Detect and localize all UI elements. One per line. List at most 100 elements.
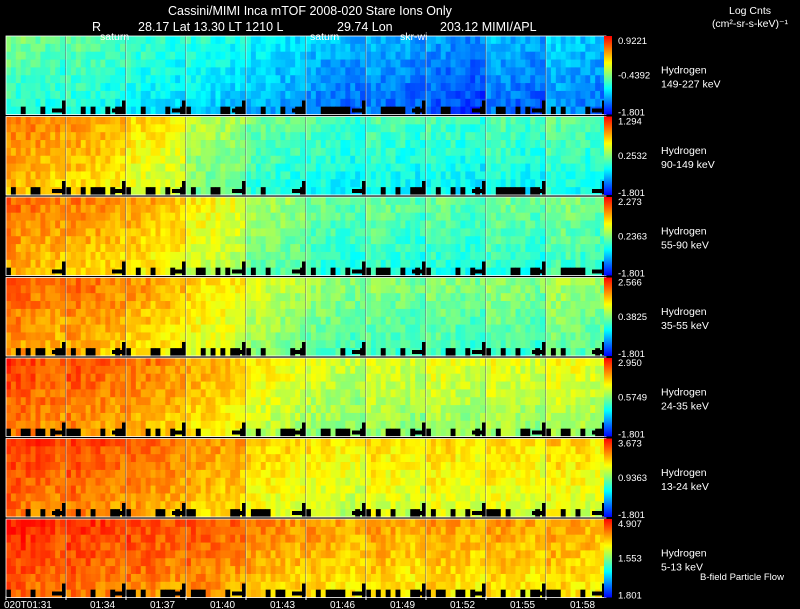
inca-image-1-7: [366, 36, 426, 115]
mask-cross: [472, 342, 496, 358]
inca-image-5-5: [246, 358, 306, 437]
panel-2: 1.294 0.2532 -1.801 Hydrogen 90-149 keV: [5, 116, 715, 199]
inca-image-4-7: [366, 277, 426, 357]
mask-cross: [52, 261, 76, 278]
inca-image-1-8: [426, 36, 486, 115]
mask-cross: [412, 261, 436, 278]
inca-image-4-8: [426, 277, 486, 357]
mask-cross: [472, 261, 496, 278]
mask-cross: [232, 583, 256, 600]
mask-cross: [412, 422, 436, 439]
colorbar-mid-label: 0.5749: [618, 392, 647, 403]
mask-cross: [532, 261, 556, 278]
colorbar-mid-label: 0.3825: [618, 312, 647, 323]
panel-6: 3.673 0.9363 -1.801 Hydrogen 13-24 keV: [5, 438, 709, 521]
colorbar: [604, 116, 612, 195]
mask-cross: [292, 261, 316, 278]
mask-cross: [352, 181, 376, 197]
species-label: Hydrogen: [661, 145, 707, 157]
inca-image-2-7: [366, 116, 426, 196]
inca-image-6-7: [366, 438, 426, 518]
inca-image-5-6: [306, 358, 366, 437]
species-label: Hydrogen: [661, 386, 707, 398]
mask-cross: [172, 422, 196, 439]
mask-cross: [112, 261, 136, 278]
inca-image-2-4: [186, 116, 246, 196]
inca-image-1-3: [126, 36, 186, 115]
inca-image-2-3: [126, 116, 186, 196]
colorbar-max-label: 3.673: [618, 439, 642, 450]
x-tick-label: 01:55: [510, 600, 535, 609]
inca-image-5-9: [486, 358, 546, 437]
target-marker-skr-wi: skr-wi: [400, 31, 427, 43]
energy-range-label: 5-13 keV: [661, 561, 703, 573]
inca-image-6-3: [126, 438, 186, 518]
mask-cross: [292, 181, 316, 197]
x-tick-label: 01:58: [570, 600, 595, 609]
r-label: R: [92, 20, 101, 34]
inca-image-6-2: [66, 438, 126, 518]
inca-image-5-8: [426, 358, 486, 437]
inca-image-7-10: [546, 519, 606, 598]
inca-image-6-6: [306, 438, 366, 518]
inca-image-6-10: [546, 438, 606, 518]
colorbar-min-label: 1.801: [618, 591, 642, 602]
inca-image-4-2: [66, 277, 126, 357]
mask-cross: [472, 100, 496, 117]
inca-image-3-4: [186, 197, 246, 276]
inca-image-7-5: [246, 519, 306, 598]
bfield-particle-flow-note: B-field Particle Flow: [700, 572, 784, 583]
colorbar-min-label: -1.801: [618, 510, 645, 521]
mask-cross: [532, 503, 556, 519]
units-title: Log Cnts: [729, 5, 771, 17]
lon-readout: 29.74 Lon: [337, 20, 393, 34]
colorbar-max-label: 2.273: [618, 197, 642, 208]
units-label: (cm²-sr-s-keV)⁻¹: [712, 18, 789, 30]
mask-cross: [172, 261, 196, 278]
inca-image-1-4: [186, 36, 246, 115]
species-label: Hydrogen: [661, 547, 707, 559]
mask-cross: [52, 583, 76, 600]
inca-image-7-8: [426, 519, 486, 598]
mask-cross: [472, 181, 496, 197]
inca-image-3-7: [366, 197, 426, 276]
mask-cross: [472, 422, 496, 439]
mask-cross: [112, 181, 136, 197]
mask-cross: [292, 583, 316, 600]
inca-image-2-10: [546, 116, 606, 196]
inca-image-4-4: [186, 277, 246, 357]
mask-cross: [172, 342, 196, 358]
species-label: Hydrogen: [661, 467, 707, 479]
colorbar-mid-label: -0.4392: [618, 70, 650, 81]
x-tick-label: 01:52: [450, 600, 475, 609]
mask-cross: [472, 503, 496, 519]
mask-cross: [352, 342, 376, 358]
mask-cross: [292, 503, 316, 519]
inca-image-1-5: [246, 36, 306, 115]
inca-image-7-4: [186, 519, 246, 598]
mask-cross: [232, 422, 256, 439]
inca-image-5-1: [6, 358, 66, 437]
energy-range-label: 35-55 keV: [661, 320, 709, 332]
species-label: Hydrogen: [661, 306, 707, 318]
inca-image-3-10: [546, 197, 606, 276]
inca-image-5-7: [366, 358, 426, 437]
mask-cross: [52, 342, 76, 358]
mask-cross: [292, 342, 316, 358]
inca-image-4-5: [246, 277, 306, 357]
inca-image-4-9: [486, 277, 546, 357]
inca-image-7-9: [486, 519, 546, 598]
colorbar-max-label: 1.294: [618, 117, 642, 128]
x-tick-label: 01:43: [270, 600, 295, 609]
mask-cross: [52, 503, 76, 519]
inca-image-5-10: [546, 358, 606, 437]
colorbar-mid-label: 1.553: [618, 553, 642, 564]
mask-cross: [532, 100, 556, 117]
inca-image-1-2: [66, 36, 126, 115]
x-tick-label: 01:49: [390, 600, 415, 609]
colorbar-max-label: 2.950: [618, 358, 642, 369]
lt-mimi-readout: 203.12 MIMI/APL: [440, 20, 537, 34]
x-tick-label: 01:34: [90, 600, 115, 609]
inca-image-7-1: [6, 519, 66, 598]
inca-image-2-8: [426, 116, 486, 196]
